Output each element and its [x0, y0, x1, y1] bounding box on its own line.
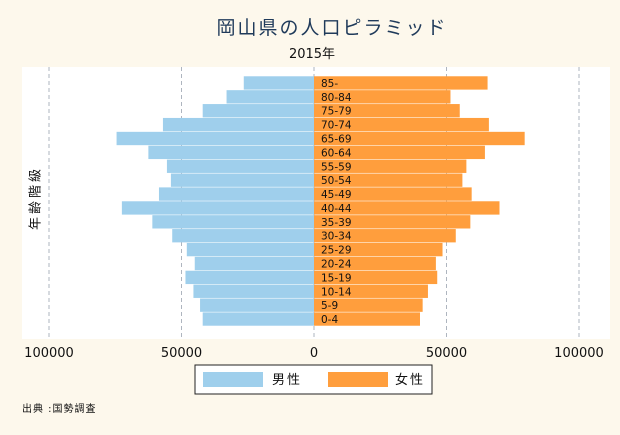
x-tick-label: 50000 [161, 346, 202, 361]
bar-female-45-49 [314, 187, 472, 201]
bar-female-85- [314, 76, 488, 90]
legend: 男性 女性 [194, 364, 433, 395]
age-label-85-: 85- [321, 78, 338, 90]
age-label-0-4: 0-4 [321, 314, 338, 326]
age-label-70-74: 70-74 [321, 120, 352, 132]
age-label-30-34: 30-34 [321, 231, 352, 243]
legend-swatch-male [203, 372, 263, 387]
y-axis-label: 年齢階級 [29, 166, 44, 230]
age-label-25-29: 25-29 [321, 245, 352, 257]
age-label-75-79: 75-79 [321, 106, 352, 118]
bar-male-70-74 [162, 117, 314, 132]
bar-male-10-14 [193, 284, 314, 298]
bar-female-15-19 [314, 270, 438, 285]
bar-male-65-69 [116, 131, 314, 146]
x-tick-label: 100000 [24, 346, 74, 361]
bar-female-55-59 [314, 159, 467, 173]
age-label-50-54: 50-54 [321, 175, 352, 187]
age-label-5-9: 5-9 [321, 300, 338, 312]
bar-male-5-9 [200, 298, 314, 312]
bar-male-75-79 [202, 104, 314, 118]
legend-label-male: 男性 [272, 373, 302, 388]
bar-male-25-29 [186, 242, 314, 257]
legend-swatch-female [328, 372, 388, 387]
legend-label-female: 女性 [395, 372, 425, 388]
bar-female-25-29 [314, 242, 443, 257]
age-label-80-84: 80-84 [321, 92, 352, 104]
age-label-55-59: 55-59 [321, 161, 352, 173]
x-tick-label: 50000 [426, 346, 467, 361]
bar-female-0-4 [314, 312, 420, 326]
bar-female-40-44 [314, 201, 500, 215]
age-label-20-24: 20-24 [321, 259, 352, 271]
bar-female-10-14 [314, 284, 428, 298]
bar-female-30-34 [314, 229, 456, 243]
bars [116, 76, 525, 326]
age-label-40-44: 40-44 [321, 203, 352, 215]
age-label-35-39: 35-39 [321, 217, 352, 229]
bar-male-50-54 [170, 173, 314, 187]
bar-female-5-9 [314, 298, 423, 312]
age-label-15-19: 15-19 [321, 272, 352, 284]
bar-male-30-34 [172, 229, 314, 243]
bar-female-70-74 [314, 117, 489, 132]
age-label-45-49: 45-49 [321, 189, 352, 201]
bar-male-40-44 [121, 201, 314, 215]
bar-male-45-49 [158, 187, 314, 201]
bar-male-0-4 [202, 312, 314, 326]
bar-male-60-64 [148, 145, 314, 160]
bar-male-80-84 [226, 90, 314, 104]
bar-female-80-84 [314, 90, 451, 104]
bar-female-60-64 [314, 145, 485, 160]
age-label-10-14: 10-14 [321, 286, 352, 298]
source-note: 出典 :国勢調査 [22, 402, 97, 415]
bar-female-50-54 [314, 173, 463, 187]
chart-subtitle: 2015年 [289, 47, 335, 62]
age-label-60-64: 60-64 [321, 147, 352, 159]
bar-male-20-24 [194, 256, 314, 271]
bar-male-85- [243, 76, 314, 90]
chart-title: 岡山県の人口ピラミッド [216, 17, 447, 39]
bar-male-15-19 [185, 270, 314, 285]
bar-female-65-69 [314, 131, 525, 146]
x-tick-label: 0 [310, 346, 318, 361]
bar-male-35-39 [152, 215, 314, 229]
bar-female-75-79 [314, 104, 460, 118]
bar-female-35-39 [314, 215, 471, 229]
x-axis-ticks: 100000 50000 0 50000 100000 [24, 346, 604, 361]
x-tick-label: 100000 [554, 346, 604, 361]
bar-male-55-59 [166, 159, 314, 173]
bar-female-20-24 [314, 256, 436, 271]
age-label-65-69: 65-69 [321, 134, 352, 146]
